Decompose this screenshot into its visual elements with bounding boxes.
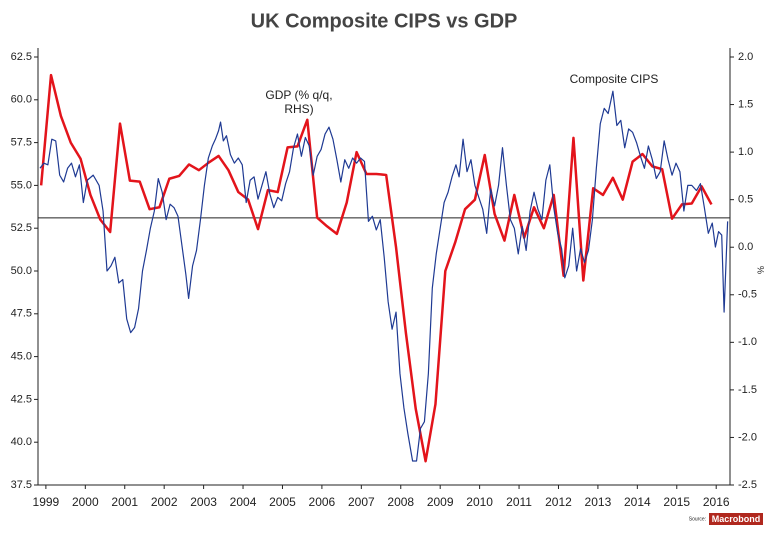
y2-tick-label: -2.0 <box>738 431 757 443</box>
x-tick-label: 2000 <box>72 495 99 509</box>
x-tick-label: 2007 <box>348 495 375 509</box>
y2-axis-label: % <box>756 266 766 274</box>
y-tick-label: 42.5 <box>11 393 32 405</box>
annotation-box: GDP (% q/q, RHS) <box>265 88 333 116</box>
y-tick-label: 52.5 <box>11 222 32 234</box>
x-tick-label: 2013 <box>585 495 612 509</box>
x-tick-label: 2003 <box>190 495 217 509</box>
y2-tick-label: -2.5 <box>738 479 757 491</box>
series-line <box>39 73 713 463</box>
y2-tick-label: 0.0 <box>738 241 753 253</box>
x-tick-label: 2011 <box>506 495 532 509</box>
y2-tick-label: 2.0 <box>738 51 753 63</box>
source-label: Source: <box>689 516 706 522</box>
x-tick-label: 2015 <box>663 495 690 509</box>
series-line <box>39 90 729 462</box>
y-tick-label: 40.0 <box>11 436 32 448</box>
y-tick-label: 45.0 <box>11 351 32 363</box>
gdp-annotation: GDP (% q/q, RHS) <box>265 88 333 116</box>
y-tick-label: 57.5 <box>11 137 32 149</box>
y2-tick-label: 1.5 <box>738 98 753 110</box>
x-tick-label: 2010 <box>466 495 493 509</box>
x-tick-label: 2005 <box>269 495 296 509</box>
chart-title: UK Composite CIPS vs GDP <box>251 10 518 32</box>
x-tick-label: 2012 <box>545 495 572 509</box>
x-tick-label: 2014 <box>624 495 651 509</box>
source-logo: Macrobond <box>712 514 761 524</box>
x-tick-label: 2008 <box>387 495 414 509</box>
x-tick-label: 2009 <box>427 495 454 509</box>
y-tick-label: 37.5 <box>11 479 32 491</box>
y2-tick-label: 1.0 <box>738 146 753 158</box>
x-tick-label: 1999 <box>33 495 60 509</box>
x-tick-label: 2016 <box>703 495 730 509</box>
y2-tick-label: -1.0 <box>738 336 757 348</box>
y-tick-label: 62.5 <box>11 51 32 63</box>
y-tick-label: 50.0 <box>11 265 32 277</box>
y2-tick-label: -1.5 <box>738 384 757 396</box>
x-tick-label: 2001 <box>111 495 138 509</box>
y-tick-label: 55.0 <box>11 179 32 191</box>
y-tick-label: 60.0 <box>11 94 32 106</box>
x-tick-label: 2006 <box>309 495 336 509</box>
y2-tick-label: 0.5 <box>738 194 753 206</box>
cips-annotation: Composite CIPS <box>570 72 659 86</box>
source-logo-box <box>709 513 763 525</box>
y2-tick-label: -0.5 <box>738 289 757 301</box>
y-tick-label: 47.5 <box>11 308 32 320</box>
x-tick-label: 2002 <box>151 495 178 509</box>
x-tick-label: 2004 <box>230 495 257 509</box>
